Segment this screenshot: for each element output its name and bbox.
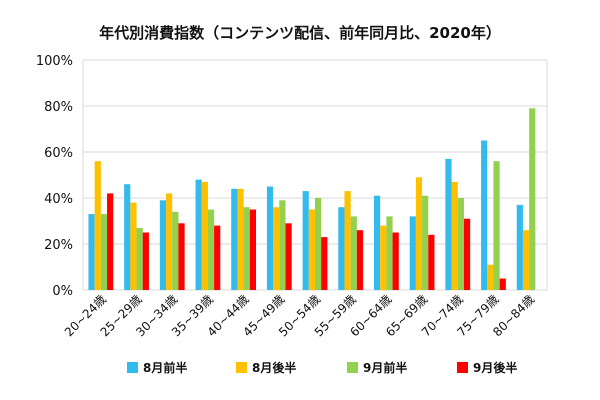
bar	[445, 158, 452, 290]
bar	[428, 234, 435, 290]
bar	[499, 278, 506, 290]
bar	[529, 108, 536, 290]
chart-title: 年代別消費指数（コンテンツ配信、前年同月比、2020年）	[99, 24, 501, 42]
bar	[308, 209, 315, 290]
bar	[380, 225, 387, 290]
bar	[481, 140, 488, 290]
bar	[350, 216, 357, 290]
x-axis: 20~24歳25~29歳30~34歳35~39歳40~44歳45~49歳50~5…	[62, 292, 537, 339]
bar	[172, 211, 179, 290]
legend: 8月前半 8月後半 9月前半 9月後半	[127, 360, 517, 375]
bar	[107, 193, 114, 290]
bars	[88, 108, 536, 290]
bar	[386, 216, 393, 290]
y-tick-label: 60%	[44, 146, 73, 161]
bar	[302, 191, 309, 290]
legend-swatch	[127, 362, 138, 373]
bar	[415, 177, 423, 290]
bar	[279, 200, 286, 290]
bar	[201, 181, 208, 290]
bar	[130, 202, 137, 290]
bar	[321, 237, 328, 290]
y-tick-label: 80%	[44, 100, 73, 115]
legend-label: 9月前半	[363, 360, 407, 375]
bar	[88, 214, 95, 290]
bar	[463, 218, 471, 290]
bar	[315, 198, 322, 290]
bar	[266, 186, 274, 290]
bar	[457, 198, 464, 290]
bar	[207, 209, 215, 290]
bar	[159, 200, 167, 290]
y-axis: 0% 20% 40% 60% 80% 100%	[36, 54, 73, 299]
bar	[124, 184, 131, 290]
bar	[249, 209, 257, 290]
bar	[451, 181, 458, 290]
bar	[392, 232, 399, 290]
bar	[422, 195, 429, 290]
legend-label: 8月後半	[252, 360, 296, 375]
y-tick-label: 20%	[44, 238, 73, 253]
bar	[214, 225, 221, 290]
bar	[493, 161, 500, 290]
y-tick-label: 100%	[36, 54, 73, 69]
bar	[195, 179, 202, 290]
y-tick-label: 0%	[52, 284, 73, 299]
bar	[409, 216, 416, 290]
bar	[522, 230, 530, 290]
bar	[356, 230, 364, 290]
bar	[136, 227, 143, 290]
bar	[487, 264, 494, 290]
bar	[94, 161, 101, 290]
legend-label: 8月前半	[143, 360, 187, 375]
bar	[273, 207, 280, 290]
bar	[285, 223, 292, 290]
bar	[231, 188, 238, 290]
bar	[243, 207, 250, 290]
y-tick-label: 40%	[44, 192, 73, 207]
bar	[178, 223, 185, 290]
bar	[373, 195, 381, 290]
legend-swatch	[236, 362, 247, 373]
bar	[516, 204, 523, 290]
bar	[344, 191, 351, 290]
bar	[166, 193, 173, 290]
legend-label: 9月後半	[473, 360, 517, 375]
bar	[142, 232, 149, 290]
bar	[338, 207, 345, 290]
bar	[237, 188, 244, 290]
bar	[100, 214, 108, 290]
legend-swatch	[457, 362, 468, 373]
legend-swatch	[347, 362, 358, 373]
